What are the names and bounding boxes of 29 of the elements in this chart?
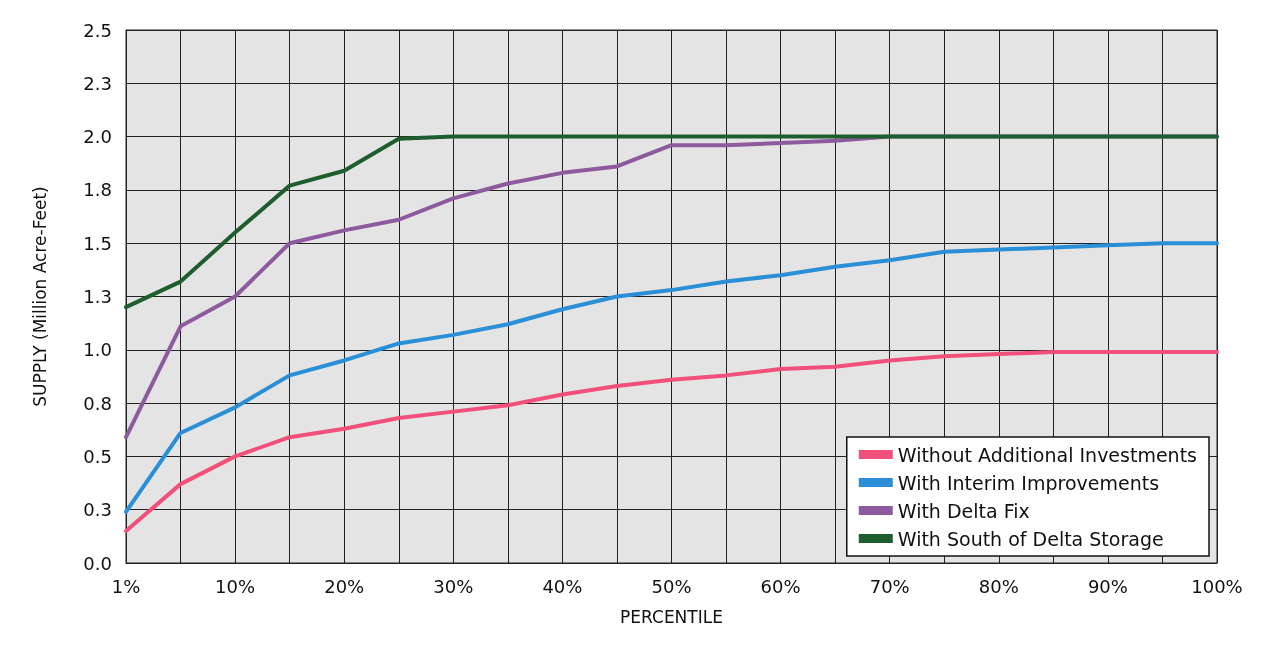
y-tick-label: 0.3: [83, 499, 112, 521]
y-tick-label: 1.0: [83, 339, 112, 361]
x-tick-label: 60%: [760, 575, 801, 597]
y-tick-label: 0.5: [83, 445, 112, 467]
x-tick-label: 90%: [1087, 575, 1128, 597]
line-series: [124, 134, 1219, 310]
x-tick-label: 100%: [1191, 575, 1243, 597]
x-axis-title: PERCENTILE: [620, 606, 723, 627]
x-tick-label: 1%: [111, 575, 141, 597]
x-tick-label: 50%: [651, 575, 692, 597]
y-tick-label: 2.0: [83, 126, 112, 148]
y-axis-title: SUPPLY (Million Acre-Feet): [29, 186, 50, 407]
x-tick-label: 10%: [215, 575, 256, 597]
legend-label: Without Additional Investments: [897, 443, 1197, 466]
x-tick-label: 20%: [324, 575, 365, 597]
legend-label: With South of Delta Storage: [897, 527, 1164, 550]
legend-label: With Delta Fix: [897, 499, 1030, 522]
y-tick-label: 0.0: [83, 552, 112, 574]
legend-label: With Interim Improvements: [897, 471, 1160, 494]
y-tick-label: 1.5: [83, 232, 112, 254]
x-tick-label: 40%: [542, 575, 583, 597]
y-tick-label: 1.8: [83, 179, 112, 201]
y-tick-label: 2.3: [83, 72, 112, 94]
y-tick-label: 2.5: [83, 19, 112, 41]
y-tick-label: 0.8: [83, 392, 112, 414]
x-tick-label: 70%: [869, 575, 910, 597]
x-tick-label: 80%: [978, 575, 1019, 597]
x-tick-label: 30%: [433, 575, 474, 597]
y-tick-label: 1.3: [83, 286, 112, 307]
